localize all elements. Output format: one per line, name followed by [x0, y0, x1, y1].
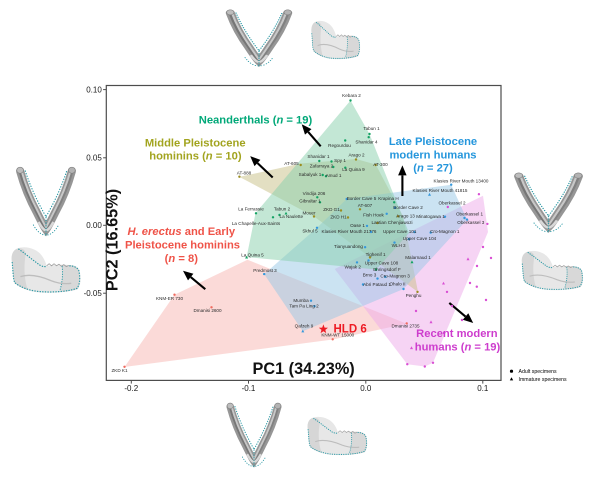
svg-text:Cro-Magnon 1: Cro-Magnon 1	[430, 229, 460, 234]
svg-text:Arago 13: Arago 13	[396, 213, 415, 218]
svg-text:Border Cave 2: Border Cave 2	[393, 205, 423, 210]
svg-text:Penghu: Penghu	[406, 293, 422, 298]
svg-text:Fish Hoek: Fish Hoek	[363, 213, 384, 218]
svg-text:hominins (n = 10): hominins (n = 10)	[149, 150, 242, 162]
svg-text:-0.2: -0.2	[124, 384, 138, 393]
svg-text:Mouer: Mouer	[302, 210, 315, 215]
svg-text:Oberkassel 2: Oberkassel 2	[438, 201, 466, 206]
svg-text:Oberkassel 3: Oberkassel 3	[457, 220, 485, 225]
svg-text:H. erectus and Early: H. erectus and Early	[128, 226, 236, 238]
svg-text:modern humans: modern humans	[389, 149, 476, 161]
svg-text:Qafzeh 9: Qafzeh 9	[295, 323, 314, 328]
svg-text:Late Pleistocene: Late Pleistocene	[389, 136, 477, 148]
svg-text:AT-888: AT-888	[237, 171, 252, 176]
svg-text:Upper Cave 101: Upper Cave 101	[383, 229, 417, 234]
svg-text:Lantian Chenjiawozi: Lantian Chenjiawozi	[371, 220, 412, 225]
svg-text:Dmanisi 2735: Dmanisi 2735	[391, 323, 420, 328]
svg-text:Tianyuandong: Tianyuandong	[334, 244, 363, 249]
svg-text:La Quina 9: La Quina 9	[342, 167, 365, 172]
svg-text:Pleistocene hominins: Pleistocene hominins	[125, 239, 240, 251]
svg-text:Brno 3: Brno 3	[363, 273, 377, 278]
svg-text:Kebara 2: Kebara 2	[342, 93, 361, 98]
svg-text:Upper Cave 108: Upper Cave 108	[365, 261, 399, 266]
svg-text:Gibraltar 1: Gibraltar 1	[299, 198, 321, 203]
svg-text:Malarnaud 1: Malarnaud 1	[405, 255, 431, 260]
svg-text:Tighenif 1: Tighenif 1	[366, 252, 386, 257]
svg-text:-0.05: -0.05	[84, 289, 103, 298]
svg-text:AT-607: AT-607	[358, 203, 373, 208]
svg-text:La Quina 5: La Quina 5	[241, 253, 264, 258]
svg-text:Dmanisi 2600: Dmanisi 2600	[193, 308, 222, 313]
svg-text:ZKD K1: ZKD K1	[111, 368, 128, 373]
svg-text:Skhul 5: Skhul 5	[302, 228, 318, 233]
svg-text:AT-605: AT-605	[284, 161, 299, 166]
svg-text:La Ferrassie: La Ferrassie	[238, 207, 264, 212]
svg-text:Oberkassel 1: Oberkassel 1	[456, 211, 484, 216]
svg-text:Tam Pa Ling 2: Tam Pa Ling 2	[289, 304, 319, 309]
svg-text:Border Cave 5: Border Cave 5	[347, 196, 377, 201]
svg-text:Neanderthals (n = 19): Neanderthals (n = 19)	[199, 114, 313, 126]
svg-text:Tabun 1: Tabun 1	[363, 126, 380, 131]
svg-text:Klasies River Mouth 21776: Klasies River Mouth 21776	[322, 229, 377, 234]
svg-text:ZKD H1: ZKD H1	[330, 215, 347, 220]
svg-text:KNM-ER 730: KNM-ER 730	[156, 296, 184, 301]
svg-text:Middle Pleistocene: Middle Pleistocene	[145, 137, 246, 149]
svg-text:PC2 (16.65%): PC2 (16.65%)	[104, 189, 122, 291]
svg-text:0.00: 0.00	[86, 221, 102, 230]
svg-text:HLD 6: HLD 6	[334, 324, 367, 336]
svg-text:humans (n = 19): humans (n = 19)	[415, 342, 501, 354]
svg-text:Arago 2: Arago 2	[348, 153, 365, 158]
svg-text:Upper Cave 104: Upper Cave 104	[403, 236, 437, 241]
svg-text:Zafarraya 2: Zafarraya 2	[310, 164, 334, 169]
svg-text:KNM-WT 15000: KNM-WT 15000	[321, 332, 354, 337]
svg-text:WLH 3: WLH 3	[392, 243, 406, 248]
svg-text:Klasies River Mouth 41815: Klasies River Mouth 41815	[413, 188, 468, 193]
svg-text:Sabalyuk 1: Sabalyuk 1	[299, 172, 322, 177]
svg-text:0.10: 0.10	[86, 85, 102, 94]
svg-text:Spy 1: Spy 1	[334, 158, 346, 163]
svg-text:AT-300: AT-300	[373, 162, 388, 167]
svg-text:(n = 8): (n = 8)	[165, 253, 199, 265]
svg-text:ZKD G1: ZKD G1	[323, 207, 340, 212]
svg-text:La Naulette: La Naulette	[280, 214, 304, 219]
svg-text:-0.1: -0.1	[242, 384, 256, 393]
svg-text:PC1 (34.23%): PC1 (34.23%)	[252, 360, 354, 378]
svg-text:0.05: 0.05	[86, 154, 102, 163]
svg-text:Minatogawa 1: Minatogawa 1	[416, 214, 445, 219]
svg-text:Amud 1: Amud 1	[326, 173, 342, 178]
svg-text:0.1: 0.1	[477, 384, 489, 393]
svg-text:Immature specimens: Immature specimens	[519, 377, 568, 383]
svg-text:Cro-Magnon 3: Cro-Magnon 3	[380, 274, 410, 279]
svg-text:Vindija 206: Vindija 206	[303, 191, 326, 196]
svg-text:Krapina H: Krapina H	[378, 196, 398, 201]
svg-text:Adult specimens: Adult specimens	[519, 369, 557, 375]
svg-text:Shanidar 1: Shanidar 1	[307, 154, 330, 159]
svg-text:Wajak 2: Wajak 2	[344, 264, 361, 269]
svg-text:Ohalo II: Ohalo II	[389, 282, 405, 287]
svg-text:Klasies River Mouth 13400: Klasies River Mouth 13400	[434, 179, 489, 184]
svg-text:Regourdou: Regourdou	[328, 143, 351, 148]
svg-text:Mumba: Mumba	[293, 298, 309, 303]
svg-text:Ehringsdorf F: Ehringsdorf F	[373, 267, 401, 272]
svg-text:Predmost 3: Predmost 3	[253, 268, 277, 273]
svg-text:(n = 27): (n = 27)	[413, 162, 453, 174]
svg-text:La Chapelle-Aux-Saints: La Chapelle-Aux-Saints	[232, 221, 281, 226]
svg-text:Oase 1: Oase 1	[350, 223, 365, 228]
svg-text:Abri Pataud 1: Abri Pataud 1	[363, 282, 391, 287]
svg-text:Tabun 2: Tabun 2	[274, 207, 291, 212]
svg-text:Shanidar 4: Shanidar 4	[355, 140, 378, 145]
svg-text:0.0: 0.0	[360, 384, 372, 393]
svg-text:Recent modern: Recent modern	[416, 328, 498, 340]
